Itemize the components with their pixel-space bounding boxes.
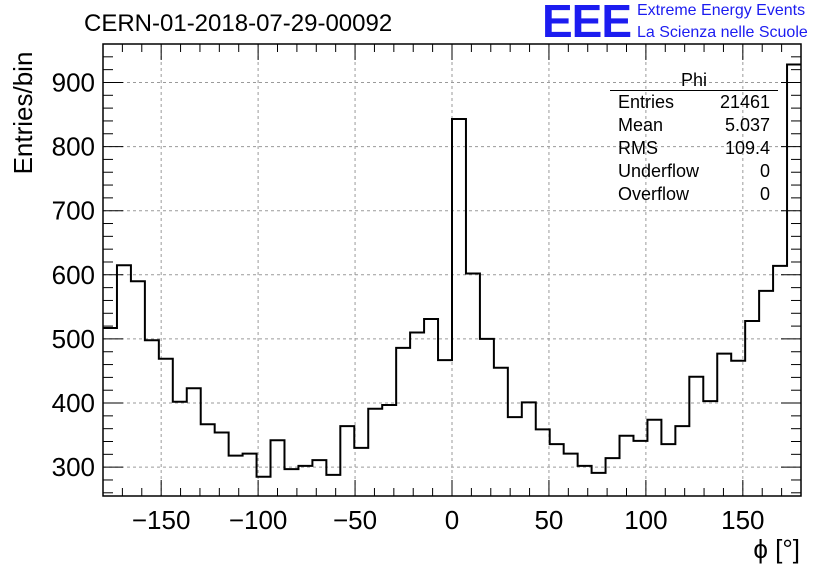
histogram-bin xyxy=(382,405,396,496)
y-tick-label: 800 xyxy=(52,132,95,162)
histogram-bin xyxy=(243,454,257,496)
x-axis-label: ϕ [°] xyxy=(753,534,800,564)
x-tick-label: 0 xyxy=(445,505,459,535)
histogram-bin xyxy=(326,475,340,496)
y-tick-label: 400 xyxy=(52,388,95,418)
histogram-bin xyxy=(633,441,647,496)
stats-title: Phi xyxy=(610,70,778,91)
y-tick-label: 500 xyxy=(52,324,95,354)
histogram-bin xyxy=(466,274,480,496)
stats-value: 5.037 xyxy=(724,115,770,135)
histogram-bin xyxy=(550,444,564,496)
x-axis-ticks xyxy=(102,44,802,496)
histogram-bin xyxy=(759,291,773,496)
histogram-bin xyxy=(564,454,578,496)
stats-value: 21461 xyxy=(719,92,770,112)
histogram-bin xyxy=(103,328,117,496)
x-tick-label: −100 xyxy=(229,505,288,535)
x-axis-tick-labels: −150 −100 −50 0 50 100 150 xyxy=(132,505,765,535)
histogram-bin xyxy=(354,448,368,496)
histogram-bin xyxy=(773,266,787,496)
histogram-bin xyxy=(131,281,145,496)
chart-title: CERN-01-2018-07-29-00092 xyxy=(84,10,393,37)
histogram-bin xyxy=(508,417,522,496)
x-tick-label: −50 xyxy=(333,505,377,535)
histogram-bin xyxy=(187,388,201,496)
x-tick-label: 150 xyxy=(721,505,764,535)
histogram-bin xyxy=(787,65,801,496)
histogram-bin xyxy=(424,319,438,496)
stats-key: Entries xyxy=(618,92,675,112)
histogram-bin xyxy=(592,473,606,496)
stats-key: Overflow xyxy=(618,184,690,204)
histogram-bin xyxy=(717,354,731,496)
histogram-bin xyxy=(522,402,536,496)
histogram-bin xyxy=(494,368,508,496)
stats-box: Phi Entries 21461 Mean 5.037 RMS 109.4 U… xyxy=(610,70,778,206)
histogram-bin xyxy=(257,477,271,496)
stats-row-rms: RMS 109.4 xyxy=(610,137,778,160)
histogram-bin xyxy=(340,426,354,496)
histogram-bin xyxy=(201,424,215,496)
histogram-bin xyxy=(647,420,661,496)
eee-logo: EEE xyxy=(542,0,632,47)
histogram-bin xyxy=(145,340,159,496)
histogram-bin xyxy=(731,361,745,496)
logo-line-1: Extreme Energy Events xyxy=(637,2,806,19)
histogram-bin xyxy=(312,460,326,496)
histogram-bin xyxy=(480,339,494,496)
histogram-bin xyxy=(675,426,689,496)
x-tick-label: 100 xyxy=(624,505,667,535)
y-tick-label: 900 xyxy=(52,67,95,97)
histogram-bin xyxy=(368,409,382,496)
histogram-bin xyxy=(215,433,229,496)
y-tick-label: 600 xyxy=(52,260,95,290)
histogram-bin xyxy=(284,469,298,496)
histogram-bin xyxy=(229,456,243,496)
histogram-bin xyxy=(438,360,452,496)
y-axis-tick-labels: 300 400 500 600 700 800 900 xyxy=(52,67,95,482)
y-axis-label: Entries/bin xyxy=(8,52,38,175)
histogram-bin xyxy=(159,359,173,496)
stats-value: 109.4 xyxy=(724,138,770,158)
stats-row-mean: Mean 5.037 xyxy=(610,114,778,137)
histogram-bin xyxy=(396,348,410,496)
histogram-outline xyxy=(103,63,801,478)
histogram-bin xyxy=(410,333,424,496)
stats-row-entries: Entries 21461 xyxy=(610,91,778,114)
histogram-bin xyxy=(271,440,285,496)
logo-line-2: La Scienza nelle Scuole xyxy=(637,24,808,41)
histogram-bin xyxy=(689,377,703,496)
stats-value: 0 xyxy=(759,184,770,204)
histogram-bin xyxy=(298,466,312,496)
histogram-bin xyxy=(452,119,466,496)
y-axis-ticks xyxy=(103,43,801,494)
histogram-bin xyxy=(173,402,187,496)
stats-row-underflow: Underflow 0 xyxy=(610,160,778,183)
histogram-bin xyxy=(661,444,675,496)
histogram-bin xyxy=(745,321,759,496)
stats-row-overflow: Overflow 0 xyxy=(610,183,778,206)
y-tick-label: 300 xyxy=(52,452,95,482)
histogram-bin xyxy=(117,265,131,496)
histogram-series xyxy=(103,63,801,496)
histogram-bin xyxy=(620,436,634,496)
stats-key: RMS xyxy=(618,138,658,158)
stats-key: Underflow xyxy=(618,161,700,181)
y-tick-label: 700 xyxy=(52,196,95,226)
x-tick-label: −150 xyxy=(132,505,191,535)
stats-value: 0 xyxy=(759,161,770,181)
stats-key: Mean xyxy=(618,115,664,135)
histogram-bin xyxy=(606,458,620,496)
histogram-bin xyxy=(536,429,550,496)
histogram-bin xyxy=(578,466,592,496)
histogram-bin xyxy=(703,401,717,496)
x-tick-label: 50 xyxy=(534,505,563,535)
